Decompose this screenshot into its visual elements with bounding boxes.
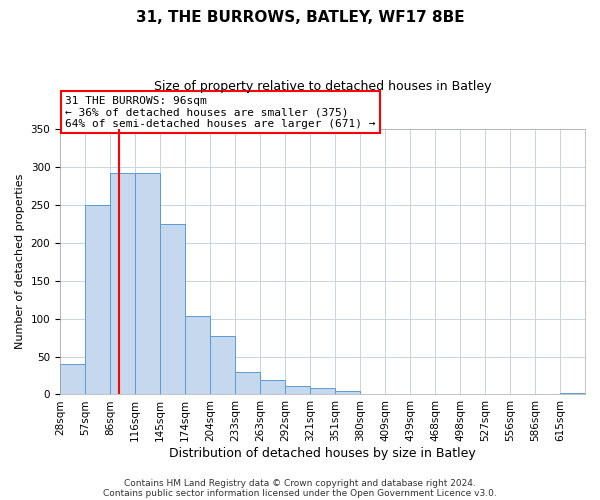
Bar: [60, 364, 85, 394]
Bar: [210, 336, 235, 394]
Bar: [85, 205, 110, 394]
Bar: [185, 316, 210, 394]
Y-axis label: Number of detached properties: Number of detached properties: [15, 174, 25, 350]
Bar: [160, 224, 185, 394]
Bar: [310, 388, 335, 394]
Bar: [285, 386, 310, 394]
Text: 31 THE BURROWS: 96sqm
← 36% of detached houses are smaller (375)
64% of semi-det: 31 THE BURROWS: 96sqm ← 36% of detached …: [65, 96, 376, 129]
X-axis label: Distribution of detached houses by size in Batley: Distribution of detached houses by size …: [169, 447, 476, 460]
Title: Size of property relative to detached houses in Batley: Size of property relative to detached ho…: [154, 80, 491, 93]
Bar: [235, 372, 260, 394]
Bar: [560, 393, 585, 394]
Bar: [335, 392, 360, 394]
Text: Contains public sector information licensed under the Open Government Licence v3: Contains public sector information licen…: [103, 488, 497, 498]
Bar: [110, 173, 135, 394]
Bar: [260, 380, 285, 394]
Text: Contains HM Land Registry data © Crown copyright and database right 2024.: Contains HM Land Registry data © Crown c…: [124, 478, 476, 488]
Text: 31, THE BURROWS, BATLEY, WF17 8BE: 31, THE BURROWS, BATLEY, WF17 8BE: [136, 10, 464, 25]
Bar: [135, 173, 160, 394]
